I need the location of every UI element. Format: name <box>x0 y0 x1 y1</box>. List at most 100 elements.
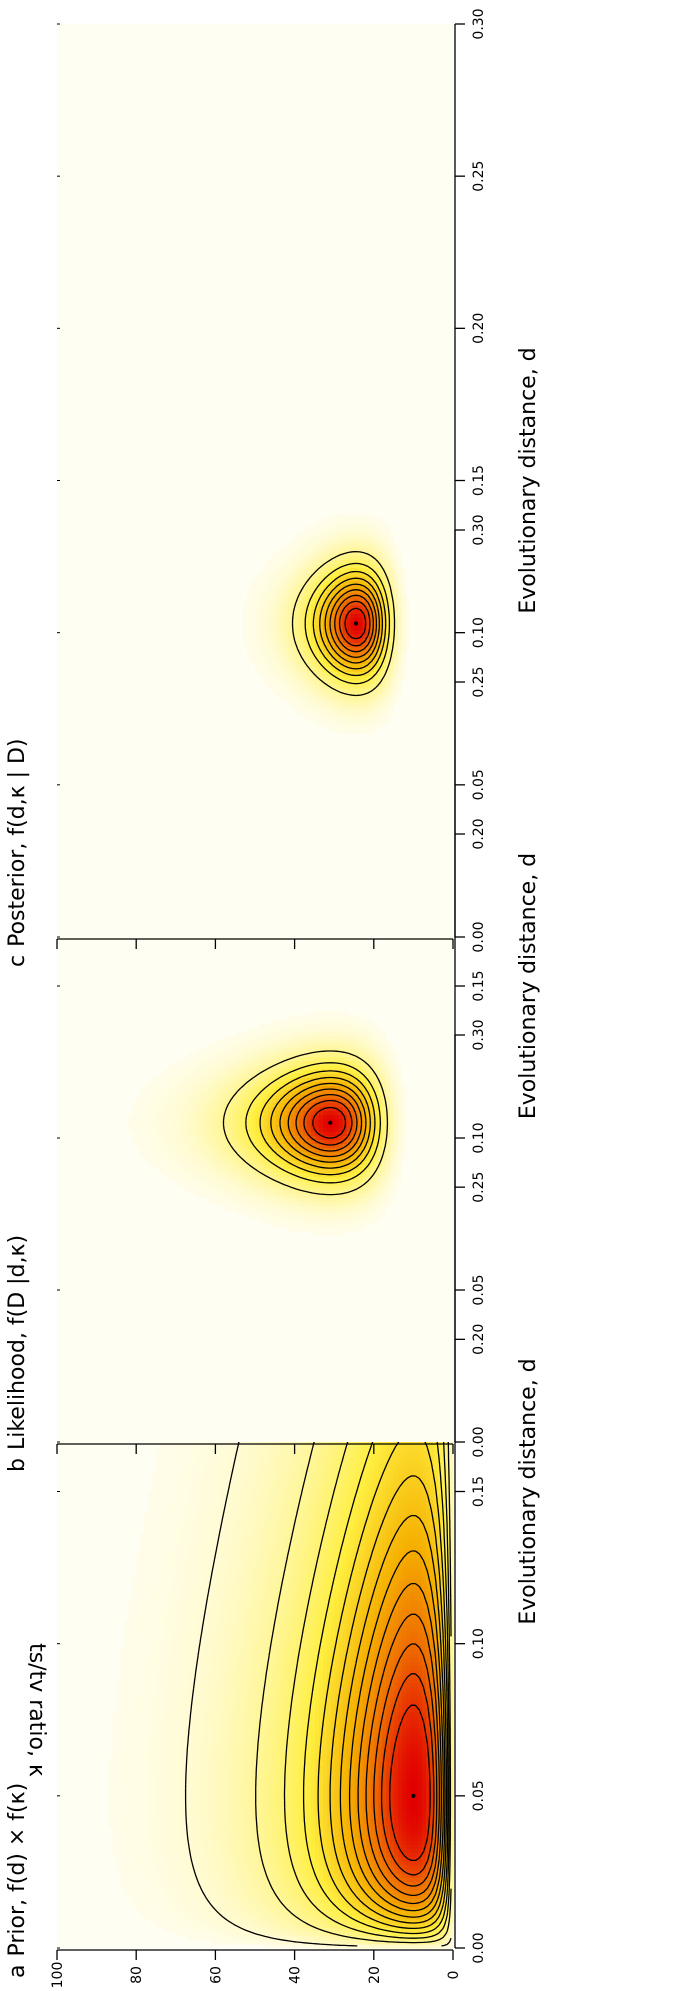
density-cell <box>334 1748 339 1754</box>
density-cell <box>322 1923 327 1928</box>
density-cell <box>179 1910 185 1916</box>
density-cell <box>409 1860 414 1866</box>
density-cell <box>298 1885 304 1891</box>
density-cell <box>247 1935 252 1941</box>
density-cell <box>322 1798 327 1804</box>
density-cell <box>251 1740 256 1746</box>
density-cell <box>369 1939 375 1945</box>
density-cell <box>401 1873 407 1879</box>
density-cell <box>270 1744 276 1750</box>
density-cell <box>393 1943 399 1949</box>
density-cell <box>413 1856 418 1862</box>
density-cell <box>425 1794 430 1800</box>
density-cell <box>409 1898 414 1903</box>
density-cell <box>437 1885 442 1891</box>
density-cell <box>318 1715 323 1721</box>
density-cell <box>203 1802 209 1808</box>
density-cell <box>338 1707 343 1713</box>
density-cell <box>278 1865 284 1870</box>
density-cell <box>373 1906 379 1912</box>
density-cell <box>266 1939 272 1945</box>
density-cell <box>223 1898 228 1903</box>
density-cell <box>171 1769 177 1775</box>
density-cell <box>156 1802 161 1808</box>
density-cell <box>393 1761 399 1766</box>
density-cell <box>219 1898 224 1903</box>
density-cell <box>207 1769 213 1775</box>
density-cell <box>179 1777 185 1783</box>
density-cell <box>278 1869 284 1874</box>
density-cell <box>243 1831 248 1837</box>
density-cell <box>401 1918 407 1924</box>
density-cell <box>195 1823 201 1829</box>
density-cell <box>148 1777 153 1783</box>
density-cell <box>171 1918 177 1924</box>
density-cell <box>203 1835 209 1841</box>
density-cell <box>334 1765 339 1771</box>
density-cell <box>116 1769 121 1775</box>
density-cell <box>361 1939 367 1945</box>
density-cell <box>445 1931 450 1937</box>
density-cell <box>124 1819 129 1825</box>
density-cell <box>140 1769 145 1775</box>
density-cell <box>262 1943 268 1949</box>
density-cell <box>199 1827 205 1833</box>
density-cell <box>223 1827 228 1833</box>
density-cell <box>203 1769 209 1775</box>
density-cell <box>187 1782 193 1787</box>
density-cell <box>437 1831 442 1837</box>
density-cell <box>393 1856 399 1862</box>
density-cell <box>191 1761 197 1766</box>
density-cell <box>310 1728 315 1733</box>
density-cell <box>243 1790 248 1796</box>
density-cell <box>314 1732 319 1737</box>
density-cell <box>175 1819 181 1825</box>
density-cell <box>314 1728 319 1733</box>
density-cell <box>389 1877 395 1883</box>
density-cell <box>425 1840 430 1845</box>
density-cell <box>243 1865 248 1870</box>
y-axis-title: ts/tv ratio, κ <box>24 1643 49 1777</box>
density-cell <box>136 1827 141 1833</box>
density-cell <box>393 1719 399 1725</box>
density-cell <box>361 1894 367 1899</box>
density-cell <box>421 1823 426 1829</box>
density-cell <box>132 1873 137 1879</box>
density-cell <box>310 1782 315 1787</box>
density-cell <box>282 1902 288 1908</box>
density-cell <box>425 1728 430 1733</box>
density-cell <box>163 1856 169 1862</box>
density-cell <box>175 1811 181 1816</box>
density-cell <box>318 1823 323 1829</box>
density-cell <box>377 1885 383 1891</box>
density-cell <box>203 1848 209 1854</box>
density-cell <box>354 1773 359 1779</box>
density-cell <box>195 1844 201 1849</box>
density-cell <box>140 1898 145 1903</box>
density-cell <box>449 1873 454 1879</box>
density-cell <box>159 1856 165 1862</box>
density-cell <box>330 1719 335 1725</box>
density-cell <box>310 1827 315 1833</box>
density-cell <box>385 1761 391 1766</box>
density-cell <box>385 1885 391 1891</box>
density-cell <box>132 1881 137 1887</box>
density-cell <box>243 1765 248 1771</box>
density-cell <box>227 1877 232 1883</box>
density-cell <box>278 1943 284 1949</box>
density-cell <box>215 1794 220 1800</box>
density-cell <box>227 1939 232 1945</box>
density-cell <box>243 1869 248 1874</box>
density-cell <box>405 1906 411 1912</box>
density-cell <box>239 1769 244 1775</box>
density-cell <box>369 1881 375 1887</box>
density-cell <box>310 1918 315 1924</box>
density-cell <box>148 1844 153 1849</box>
density-cell <box>361 1831 367 1837</box>
density-cell <box>175 1894 181 1899</box>
density-cell <box>282 1885 288 1891</box>
density-cell <box>128 1811 133 1816</box>
density-cell <box>417 1889 422 1895</box>
density-cell <box>377 1889 383 1895</box>
density-cell <box>270 1752 276 1758</box>
